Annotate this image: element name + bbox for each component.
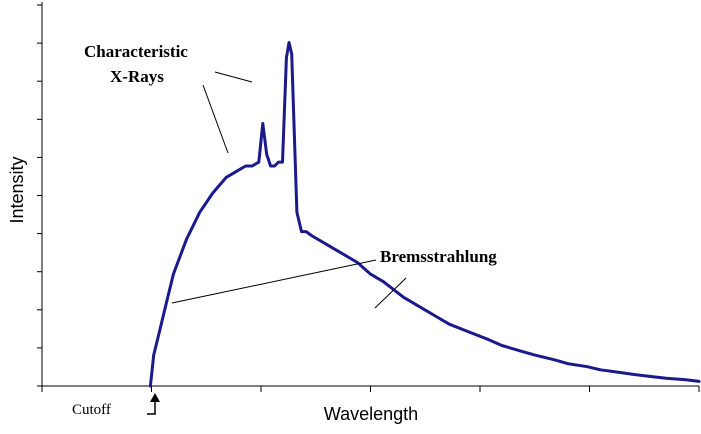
- spectrum-curve: [148, 41, 701, 388]
- annotation-bremsstrahlung: Bremsstrahlung: [380, 247, 497, 266]
- y-axis-label: Intensity: [7, 156, 27, 223]
- annotation-characteristic-line1: Characteristic: [84, 42, 188, 61]
- cutoff-arrow-icon: [147, 402, 156, 415]
- x-axis-label: Wavelength: [324, 404, 418, 424]
- annotation-characteristic-leader-2: [214, 71, 253, 83]
- cutoff-label: Cutoff: [72, 402, 111, 418]
- annotation-bremsstrahlung-leader-1: [171, 259, 377, 304]
- annotation-bremsstrahlung-leader-2: [374, 277, 407, 309]
- cutoff-arrowhead-icon: [150, 393, 160, 402]
- annotation-characteristic-leader-1: [202, 84, 229, 154]
- x-axis-ticks: [41, 386, 700, 392]
- y-axis-ticks: [37, 4, 42, 387]
- annotation-characteristic-line2: X-Rays: [110, 67, 164, 86]
